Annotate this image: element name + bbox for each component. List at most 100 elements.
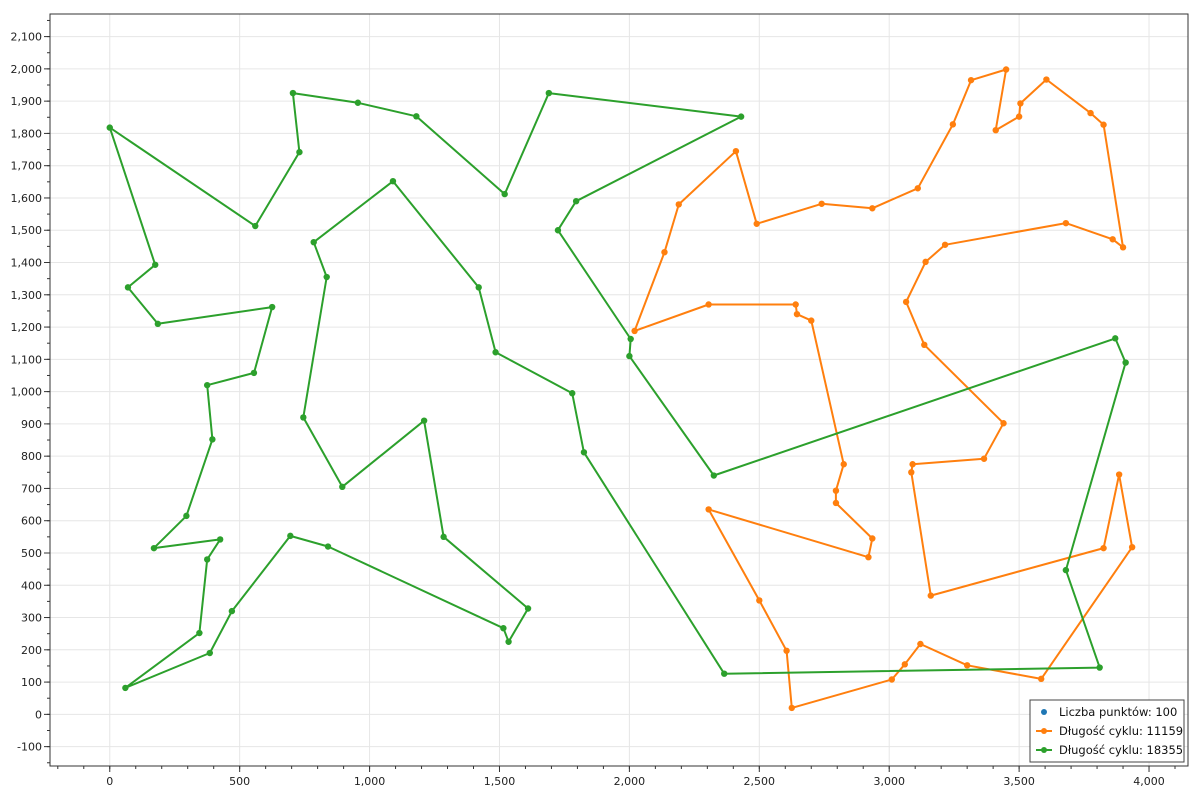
y-tick-label: 400 [21,579,42,592]
data-point [268,303,276,311]
data-point [300,414,307,421]
data-point [413,113,420,120]
data-point [1096,664,1103,671]
y-tick-label: 700 [21,482,42,495]
y-tick-label: 1,600 [11,192,43,205]
data-point [492,349,499,356]
data-point [832,499,840,507]
y-tick-label: 200 [21,644,42,657]
x-tick-label: 1,500 [484,775,516,788]
y-tick-label: 1,300 [11,289,43,302]
y-tick-label: 1,900 [11,95,43,108]
data-point [721,670,728,677]
data-point [206,649,213,657]
grid-lines [50,14,1188,766]
data-point [732,147,740,155]
data-point [196,629,203,637]
data-point [756,597,763,604]
data-point [324,543,332,550]
legend-label: Długość cyklu: 18355 [1059,743,1183,757]
data-point [1100,121,1107,128]
legend-label: Długość cyklu: 11159 [1059,724,1183,738]
data-point [1038,675,1045,683]
data-point [963,662,971,669]
data-point [420,417,428,424]
data-point [389,177,397,185]
data-point [572,197,580,205]
y-tick-label: 1,400 [11,257,43,270]
data-point [1100,544,1107,552]
data-point [203,381,211,389]
data-point [122,684,129,692]
data-point [228,607,236,615]
data-point [949,121,957,128]
y-tick-label: 2,000 [11,63,43,76]
legend-swatch-marker [1041,709,1047,715]
data-point [705,506,712,513]
y-tick-label: 1,700 [11,160,43,173]
data-point [783,647,790,654]
x-tick-label: 2,500 [744,775,776,788]
data-point [1062,566,1070,574]
legend-entry: Długość cyklu: 18355 [1036,743,1183,757]
data-point [183,512,190,520]
legend-entry: Liczba punktów: 100 [1041,705,1177,719]
data-point [250,369,258,377]
x-tick-label: 0 [106,775,113,788]
data-point [840,461,847,468]
data-point [1122,359,1129,366]
data-point [1115,471,1123,478]
data-point [705,301,712,308]
y-tick-label: 1,100 [11,353,43,366]
data-point [203,556,211,563]
data-point [1002,66,1010,73]
data-point [914,185,921,192]
y-tick-label: 1,500 [11,224,43,237]
data-point [710,472,718,479]
data-point [631,327,638,335]
y-tick-label: 100 [21,676,42,689]
y-tick-label: 1,000 [11,386,43,399]
data-point [1017,100,1024,107]
data-point [909,461,916,468]
data-point [209,436,216,443]
data-point [908,469,915,476]
series-2 [106,89,1129,692]
data-point [626,352,633,360]
data-point [661,248,668,256]
plot-background [50,14,1188,766]
data-point [1043,76,1050,83]
data-point [1015,113,1023,120]
data-point [569,390,576,397]
data-point [888,676,896,683]
plot-area [50,14,1188,766]
data-point [792,301,799,308]
data-point [152,261,159,268]
y-tick-label: 0 [35,708,42,721]
legend-box [1029,699,1185,763]
data-point [323,273,330,281]
data-point [501,190,508,198]
x-tick-label: 3,000 [873,775,905,788]
data-point [289,89,297,97]
y-tick-label: -100 [17,741,42,754]
data-point [992,126,999,134]
y-tick-label: 2,100 [11,31,43,44]
data-point [440,533,447,541]
plot-frame [49,13,1189,767]
data-point [287,532,294,540]
legend-entry: Długość cyklu: 11159 [1036,724,1183,738]
y-tick-label: 300 [21,612,42,625]
data-point [753,220,760,227]
legend: Liczba punktów: 100 Długość cyklu: 11159 D… [1029,699,1185,763]
data-point [524,605,532,612]
data-point [869,535,876,542]
data-point [252,222,259,230]
data-point [1112,335,1119,342]
data-point [627,335,634,343]
data-point [354,99,362,106]
x-tick-label: 2,000 [614,775,646,788]
series-layer [106,66,1136,712]
data-point [818,200,825,207]
